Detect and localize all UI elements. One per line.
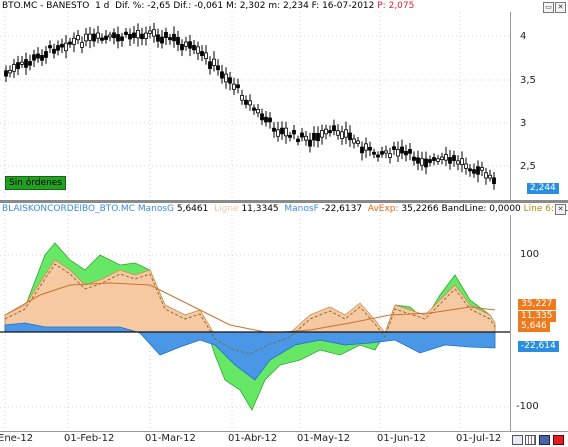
indicator-areas bbox=[0, 242, 510, 411]
x-tick: 01-Jun-12 bbox=[377, 433, 426, 444]
m2-label: m: bbox=[268, 1, 281, 11]
x-tick: 01-Abr-12 bbox=[228, 433, 278, 444]
diff-pct-label: Dif. %: bbox=[115, 1, 145, 11]
indicator-header: BLAISKONCORDEIBO_BTO.MC ManosG 5,6461 Li… bbox=[2, 204, 568, 214]
x-tick: 01-May-12 bbox=[297, 433, 351, 444]
symbol-name: BTO.MC - BANESTO bbox=[2, 1, 90, 11]
p-label: P: bbox=[377, 1, 386, 11]
diff-value: -0,061 bbox=[194, 1, 224, 11]
m-label: M: bbox=[226, 1, 237, 11]
close-window-icon[interactable]: ✕ bbox=[555, 2, 566, 13]
manosf-value: -22,6137 bbox=[321, 204, 363, 214]
restore-window-icon[interactable]: ▭ bbox=[543, 2, 554, 13]
candlesticks bbox=[4, 22, 496, 190]
price-tick-4: 4 bbox=[520, 31, 527, 42]
line-badge: 11,335 bbox=[518, 311, 556, 322]
save-icon[interactable] bbox=[539, 435, 550, 445]
avexp-value: 35,2266 bbox=[401, 204, 439, 214]
manos-value: 5,6461 bbox=[176, 204, 209, 214]
indicator-tick-100: 100 bbox=[520, 249, 540, 260]
indicator-close-icon[interactable]: ✕ bbox=[555, 204, 566, 215]
manosf-badge: -22,614 bbox=[518, 341, 559, 352]
bandline-label: BandLine: bbox=[441, 204, 487, 214]
date-label: F: bbox=[311, 1, 320, 11]
p-value: 2,075 bbox=[388, 1, 415, 11]
line6-label: Line 6: bbox=[523, 204, 555, 214]
period: 1 d bbox=[95, 1, 110, 11]
diff-label: Dif.: bbox=[173, 1, 192, 11]
price-panel: BTO.MC - BANESTO 1 d Dif. %: -2,65 Dif.:… bbox=[0, 0, 568, 200]
x-tick: 01-Mar-12 bbox=[145, 433, 196, 444]
manosf-label: ManosF bbox=[284, 204, 319, 214]
indicator-panel: BLAISKONCORDEIBO_BTO.MC ManosG 5,6461 Li… bbox=[0, 203, 568, 431]
manos-label: ManosG bbox=[137, 204, 174, 214]
price-axis-divider bbox=[510, 12, 511, 200]
grid-icon[interactable] bbox=[525, 435, 536, 445]
close-red-icon[interactable] bbox=[553, 435, 564, 445]
m-value: 2,302 bbox=[239, 1, 266, 11]
price-header: BTO.MC - BANESTO 1 d Dif. %: -2,65 Dif.:… bbox=[2, 1, 414, 11]
x-tick: 01-Feb-12 bbox=[64, 433, 115, 444]
window-icon[interactable] bbox=[512, 435, 523, 445]
price-tick-2-5: 2,5 bbox=[520, 161, 536, 172]
x-axis: Ene-12 01-Feb-12 01-Mar-12 01-Abr-12 01-… bbox=[0, 431, 568, 447]
x-tick: 01-Jul-12 bbox=[456, 433, 502, 444]
manos-badge: 5,646 bbox=[518, 321, 550, 332]
date-value: 16-07-2012 bbox=[322, 1, 375, 11]
m2-value: 2,234 bbox=[283, 1, 309, 11]
price-chart bbox=[0, 12, 510, 200]
x-tick: Ene-12 bbox=[0, 433, 34, 444]
price-tick-3-5: 3,5 bbox=[520, 75, 536, 86]
line2-value: 11,3345 bbox=[241, 204, 279, 214]
indicator-axis-divider bbox=[510, 215, 511, 431]
indicator-tick-minus-100: -100 bbox=[516, 401, 539, 412]
panel-separator[interactable] bbox=[0, 200, 568, 203]
status-no-orders[interactable]: Sin órdenes bbox=[5, 176, 67, 190]
price-gridlines bbox=[0, 12, 510, 200]
indicator-name: BLAISKONCORDEIBO_BTO.MC bbox=[2, 204, 135, 214]
diff-pct-value: -2,65 bbox=[147, 1, 171, 11]
price-tick-3: 3 bbox=[520, 118, 527, 129]
avexp-badge: 35,227 bbox=[518, 299, 556, 310]
indicator-chart bbox=[0, 215, 510, 431]
line2-label: Ligne bbox=[214, 204, 239, 214]
last-price-badge: 2,244 bbox=[527, 183, 559, 194]
bandline-value: 0,0000 bbox=[489, 204, 521, 214]
avexp-label: AvExp: bbox=[367, 204, 399, 214]
